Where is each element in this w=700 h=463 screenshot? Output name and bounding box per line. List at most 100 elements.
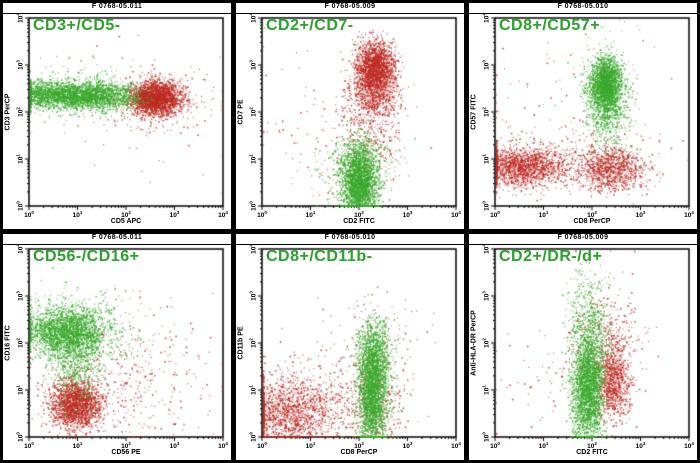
gate-label: CD8+/CD57+ bbox=[499, 17, 601, 34]
x-tick-label: 103 bbox=[169, 441, 180, 451]
x-tick-label: 101 bbox=[72, 441, 83, 451]
y-tick-label: 102 bbox=[248, 338, 258, 348]
x-axis-label: CD2 FITC bbox=[343, 218, 375, 225]
x-axis-label: CD8 PerCP bbox=[573, 218, 611, 225]
x-tick-label: 101 bbox=[72, 210, 83, 220]
x-tick-label: 102 bbox=[121, 210, 131, 220]
y-axis-label: Anti-HLA-DR PerCP bbox=[470, 310, 478, 376]
panel-file-id: F 0768-05.010 bbox=[469, 3, 697, 14]
panel-file-id: F 0768-05.011 bbox=[3, 234, 231, 245]
x-tick-label: 102 bbox=[354, 441, 364, 451]
x-tick-label: 104 bbox=[218, 441, 228, 451]
y-tick-label: 101 bbox=[15, 385, 25, 395]
y-tick-label: 102 bbox=[248, 107, 258, 117]
y-tick-label: 103 bbox=[15, 60, 25, 70]
x-tick-label: 100 bbox=[257, 210, 267, 220]
y-tick-label: 104 bbox=[15, 244, 25, 254]
y-tick-label: 104 bbox=[248, 244, 258, 254]
y-tick-label: 104 bbox=[15, 13, 25, 23]
y-axis-label: CD3 PerCP bbox=[4, 93, 12, 131]
y-tick-label: 102 bbox=[481, 107, 491, 117]
y-axis-label: CD16 FITC bbox=[4, 325, 12, 361]
x-axis-label: CD8 PerCP bbox=[340, 449, 378, 456]
flow-panel-cd3-cd5: F 0768-05.011 CD3+/CD5- CD5 APC CD3 PerC… bbox=[2, 2, 232, 230]
scatter-canvas bbox=[236, 245, 464, 460]
x-tick-label: 104 bbox=[684, 210, 694, 220]
flow-panel-cd56-cd16: F 0768-05.011 CD56-/CD16+ CD56 PE CD16 F… bbox=[2, 233, 232, 461]
x-tick-label: 100 bbox=[257, 441, 267, 451]
gate-label: CD2+/DR-/d+ bbox=[499, 248, 603, 265]
x-tick-label: 101 bbox=[305, 441, 316, 451]
x-tick-label: 103 bbox=[635, 210, 646, 220]
y-tick-label: 100 bbox=[481, 432, 491, 442]
y-tick-label: 101 bbox=[248, 385, 258, 395]
x-tick-label: 103 bbox=[169, 210, 180, 220]
panel-file-id: F 0768-05.011 bbox=[3, 3, 231, 14]
y-tick-label: 101 bbox=[481, 154, 491, 164]
y-tick-label: 103 bbox=[248, 60, 258, 70]
plot-area: CD2+/CD7- CD2 FITC CD7 PE 100 100 101 101 10… bbox=[236, 13, 464, 229]
plot-area: CD2+/DR-/d+ CD2 FITC Anti-HLA-DR PerCP 1… bbox=[469, 244, 697, 460]
y-tick-label: 100 bbox=[15, 201, 25, 211]
y-tick-label: 101 bbox=[248, 154, 258, 164]
x-axis-label: CD5 APC bbox=[110, 218, 142, 225]
x-tick-label: 100 bbox=[490, 210, 500, 220]
x-tick-label: 104 bbox=[218, 210, 228, 220]
y-axis-label: CD11b PE bbox=[237, 326, 245, 360]
x-tick-label: 101 bbox=[538, 210, 549, 220]
plot-area: CD8+/CD11b- CD8 PerCP CD11b PE 100 100 101… bbox=[236, 244, 464, 460]
plot-area: CD3+/CD5- CD5 APC CD3 PerCP 100 100 101 101… bbox=[3, 13, 231, 229]
y-tick-label: 103 bbox=[15, 291, 25, 301]
x-axis-label: CD56 PE bbox=[111, 449, 141, 456]
y-axis-label: CD57 FITC bbox=[470, 94, 478, 130]
x-tick-label: 104 bbox=[451, 441, 461, 451]
gate-label: CD2+/CD7- bbox=[266, 17, 354, 34]
x-tick-label: 102 bbox=[587, 441, 597, 451]
x-tick-label: 102 bbox=[587, 210, 597, 220]
y-tick-label: 104 bbox=[248, 13, 258, 23]
panel-file-id: F 0768-05.009 bbox=[469, 234, 697, 245]
y-tick-label: 103 bbox=[481, 60, 491, 70]
y-tick-label: 102 bbox=[15, 338, 25, 348]
x-tick-label: 100 bbox=[24, 441, 34, 451]
x-tick-label: 100 bbox=[24, 210, 34, 220]
flow-panel-cd2-dr: F 0768-05.009 CD2+/DR-/d+ CD2 FITC Anti-… bbox=[468, 233, 698, 461]
x-tick-label: 103 bbox=[635, 441, 646, 451]
x-tick-label: 104 bbox=[451, 210, 461, 220]
x-tick-label: 102 bbox=[121, 441, 131, 451]
x-tick-label: 104 bbox=[684, 441, 694, 451]
flow-panel-cd2-cd7: F 0768-05.009 CD2+/CD7- CD2 FITC CD7 PE … bbox=[235, 2, 465, 230]
plot-area: CD8+/CD57+ CD8 PerCP CD57 FITC 100 100 101… bbox=[469, 13, 697, 229]
panel-file-id: F 0768-05.010 bbox=[236, 234, 464, 245]
gate-label: CD56-/CD16+ bbox=[33, 248, 140, 265]
y-tick-label: 101 bbox=[15, 154, 25, 164]
scatter-canvas bbox=[3, 245, 231, 460]
x-tick-label: 102 bbox=[354, 210, 364, 220]
x-tick-label: 101 bbox=[305, 210, 316, 220]
gate-label: CD8+/CD11b- bbox=[266, 248, 373, 265]
scatter-canvas bbox=[469, 14, 697, 229]
x-axis-label: CD2 FITC bbox=[576, 449, 608, 456]
y-tick-label: 100 bbox=[15, 432, 25, 442]
scatter-canvas bbox=[3, 14, 231, 229]
x-tick-label: 101 bbox=[538, 441, 549, 451]
y-tick-label: 104 bbox=[481, 244, 491, 254]
y-tick-label: 103 bbox=[248, 291, 258, 301]
y-tick-label: 102 bbox=[481, 338, 491, 348]
flow-panel-cd8-cd11b: F 0768-05.010 CD8+/CD11b- CD8 PerCP CD11… bbox=[235, 233, 465, 461]
y-axis-label: CD7 PE bbox=[237, 99, 245, 125]
y-tick-label: 100 bbox=[248, 432, 258, 442]
y-tick-label: 104 bbox=[481, 13, 491, 23]
y-tick-label: 100 bbox=[248, 201, 258, 211]
y-tick-label: 102 bbox=[15, 107, 25, 117]
panel-file-id: F 0768-05.009 bbox=[236, 3, 464, 14]
y-tick-label: 101 bbox=[481, 385, 491, 395]
scatter-canvas bbox=[469, 245, 697, 460]
scatter-canvas bbox=[236, 14, 464, 229]
plot-area: CD56-/CD16+ CD56 PE CD16 FITC 100 100 101 1… bbox=[3, 244, 231, 460]
y-tick-label: 100 bbox=[481, 201, 491, 211]
x-tick-label: 103 bbox=[402, 210, 413, 220]
y-tick-label: 103 bbox=[481, 291, 491, 301]
x-tick-label: 100 bbox=[490, 441, 500, 451]
